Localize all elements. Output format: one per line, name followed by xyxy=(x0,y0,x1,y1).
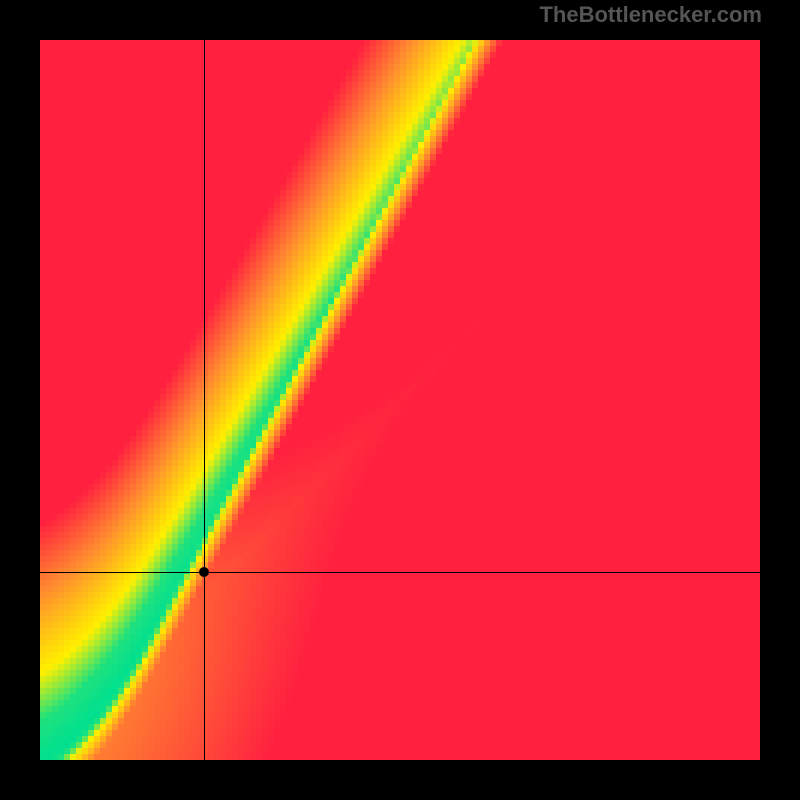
watermark-text: TheBottlenecker.com xyxy=(539,2,762,28)
chart-container: TheBottlenecker.com xyxy=(0,0,800,800)
selected-point-marker xyxy=(199,567,209,577)
crosshair-vertical xyxy=(204,40,205,760)
crosshair-horizontal xyxy=(40,572,760,573)
bottleneck-heatmap xyxy=(40,40,760,760)
